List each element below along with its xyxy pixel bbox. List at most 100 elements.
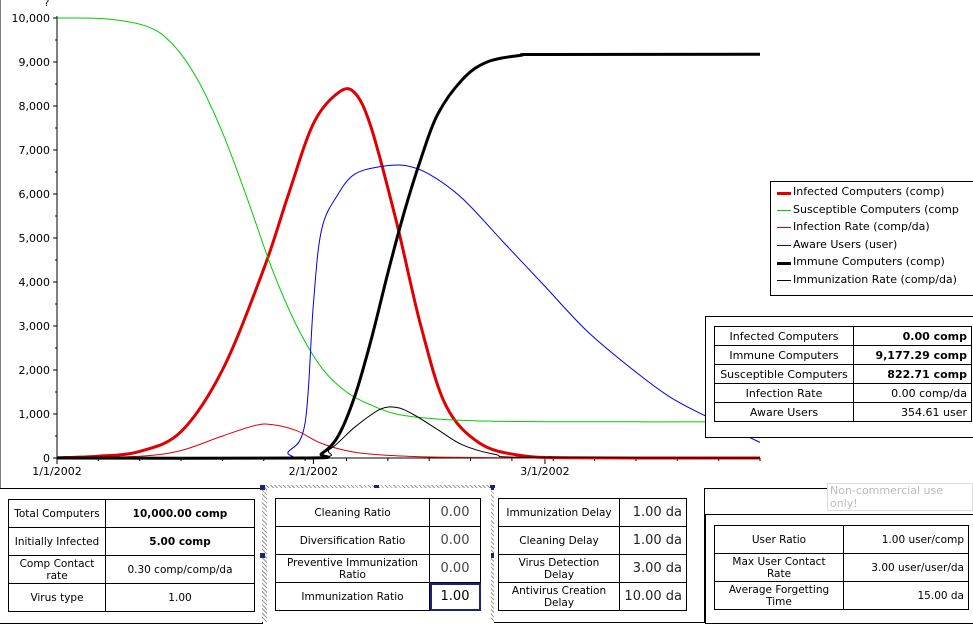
users-parameters-panel: User Ratio 1.00 user/comp Max User Contact… [705,514,973,624]
parameter-label: Antivirus Creation Delay [498,582,620,611]
readout-label: Aware Users [714,402,854,422]
parameter-input[interactable]: 10,000.00 comp [105,499,255,528]
parameter-label: Average Forgetting Time [714,581,844,610]
ratio-input[interactable]: 1.00 [429,582,481,611]
user-parameter-input[interactable]: 3.00 user/user/da [843,553,969,582]
readout-row: Aware Users 354.61 user [714,402,972,422]
readout-label: Susceptible Computers [714,364,854,384]
resize-handle-middle-left[interactable] [260,553,265,558]
series-line-aware-users [56,164,761,459]
legend-label: Immune Computers (comp) [793,255,945,268]
readout-value: 822.71 comp [853,364,972,384]
series-line-infected-computers [56,87,761,460]
ratio-input[interactable]: 0.00 [429,498,481,527]
parameter-row: Cleaning Delay 1.00 da [498,526,687,555]
legend-swatch [777,279,791,281]
delay-input[interactable]: 1.00 da [619,498,687,527]
y-tick-label: 7,000 [19,144,51,157]
readout-label: Infected Computers [714,326,854,346]
legend-label: Immunization Rate (comp/da) [793,272,957,286]
parameter-row: Antivirus Creation Delay 10.00 da [498,582,687,611]
value-readout-panel: Infected Computers 0.00 comp Immune Comput… [705,316,973,438]
legend-label: Infected Computers (comp) [793,185,945,198]
x-tick-label: 2/1/2002 [289,465,338,478]
parameter-input[interactable]: 5.00 comp [105,527,255,556]
legend-swatch [777,192,791,195]
parameter-row: Virus Detection Delay 3.00 da [498,554,687,583]
readout-value: 354.61 user [853,402,972,422]
watermark: Non-commercial use only! [827,483,973,511]
legend-label: Infection Rate (comp/da) [793,220,930,233]
resize-handle-top-left[interactable] [260,485,265,490]
legend-item: Immune Computers (comp) [771,253,973,271]
resize-handle-top-right[interactable] [490,485,495,490]
legend-item: Immunization Rate (comp/da) [771,271,973,289]
legend-swatch [777,262,791,265]
readout-row: Infection Rate 0.00 comp/da [714,383,972,403]
y-tick-label: 4,000 [19,276,51,289]
readout-row: Susceptible Computers 822.71 comp [714,364,972,384]
parameter-label: Preventive Immunization Ratio [275,554,430,583]
parameter-row: Cleaning Ratio 0.00 [275,498,481,527]
x-tick-label: 1/1/2002 [32,465,81,478]
parameter-label: User Ratio [714,525,844,554]
legend-label: Aware Users (user) [793,237,898,251]
legend-item: Aware Users (user) [771,236,973,254]
parameter-label: Diversification Ratio [275,526,430,555]
legend-item: Infected Computers (comp) [771,183,973,201]
parameter-row: Average Forgetting Time 15.00 da [714,581,969,610]
parameter-row: Total Computers 10,000.00 comp [8,499,255,528]
delay-input[interactable]: 10.00 da [619,582,687,611]
parameter-row: Virus type 1.00 [8,583,255,612]
parameter-input[interactable]: 0.30 comp/comp/da [105,555,255,584]
series-line-infection-rate [56,423,761,459]
ratio-input[interactable]: 0.00 [429,554,481,583]
resize-handle-middle-right[interactable] [490,553,495,558]
series-line-susceptible-computers [56,17,761,423]
readout-label: Infection Rate [714,383,854,403]
parameter-label: Immunization Delay [498,498,620,527]
legend-swatch [777,209,791,211]
delay-input[interactable]: 3.00 da [619,554,687,583]
y-tick-label: 0 [43,452,50,465]
readout-value: 9,177.29 comp [853,345,972,365]
readout-table: Infected Computers 0.00 comp Immune Comput… [714,326,972,422]
parameter-row: Immunization Ratio 1.00 [275,582,481,611]
parameter-label: Cleaning Delay [498,526,620,555]
user-parameter-input[interactable]: 15.00 da [843,581,969,610]
parameter-label: Immunization Ratio [275,582,430,611]
readout-label: Immune Computers [714,345,854,365]
ratio-input[interactable]: 0.00 [429,526,481,555]
resize-handle-top-middle[interactable] [374,485,379,490]
legend-swatch [777,227,791,228]
parameter-label: Comp Contact rate [8,555,106,584]
series-line-immunization-rate [56,406,761,460]
y-axis-label: ? [44,0,49,9]
series-line-immune-computers [56,52,761,460]
ratios-parameters-panel: Cleaning Ratio 0.00 Diversification Ratio 0… [267,488,491,622]
parameter-label: Max User Contact Rate [714,553,844,582]
y-tick-label: 3,000 [19,320,51,333]
parameter-input[interactable]: 1.00 [105,583,255,612]
y-tick-label: 1,000 [19,408,51,421]
user-parameter-input[interactable]: 1.00 user/comp [843,525,969,554]
y-tick-label: 5,000 [19,232,51,245]
y-tick-label: 2,000 [19,364,51,377]
x-tick-label: 3/1/2002 [520,465,569,478]
legend-item: Infection Rate (comp/da) [771,218,973,236]
readout-value: 0.00 comp [853,326,972,346]
legend-item: Susceptible Computers (comp [771,201,973,219]
chart-legend: Infected Computers (comp) Susceptible Com… [770,181,973,296]
parameter-label: Total Computers [8,499,106,528]
parameter-row: User Ratio 1.00 user/comp [714,525,969,554]
parameter-row: Initially Infected 5.00 comp [8,527,255,556]
delay-input[interactable]: 1.00 da [619,526,687,555]
readout-row: Infected Computers 0.00 comp [714,326,972,346]
y-tick-label: 8,000 [19,100,51,113]
parameter-label: Virus Detection Delay [498,554,620,583]
readout-value: 0.00 comp/da [853,383,972,403]
parameter-label: Virus type [8,583,106,612]
y-tick-label: 10,000 [12,12,51,25]
parameter-row: Diversification Ratio 0.00 [275,526,481,555]
legend-swatch [777,244,791,246]
